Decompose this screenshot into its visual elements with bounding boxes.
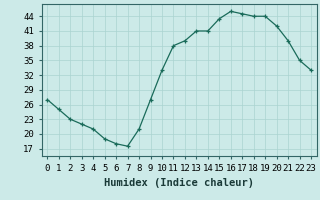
X-axis label: Humidex (Indice chaleur): Humidex (Indice chaleur) <box>104 178 254 188</box>
